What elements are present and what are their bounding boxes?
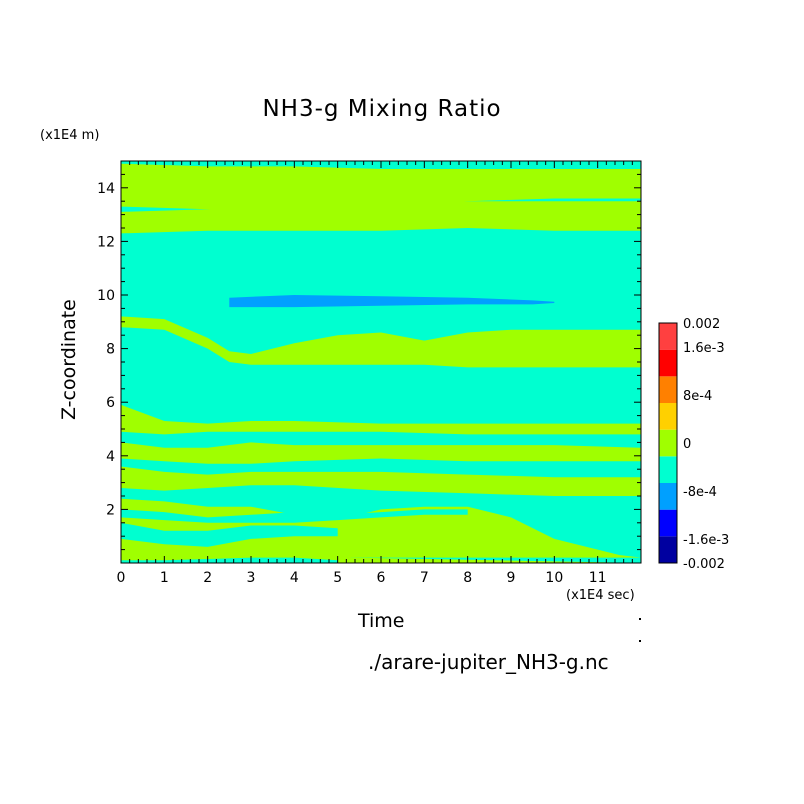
- x-tick-label: 1: [160, 570, 169, 586]
- x-tick-label: 10: [545, 570, 563, 586]
- positive-band-4: [121, 442, 641, 464]
- colorbar-segment: [659, 323, 677, 350]
- y-tick-label: 8: [106, 342, 115, 358]
- x-tick-label: 9: [507, 570, 516, 586]
- dot-mark: [639, 618, 641, 620]
- colorbar-border: [658, 322, 678, 564]
- dot-mark: [639, 640, 641, 642]
- x-axis-label: Time: [358, 610, 405, 632]
- y-tick-label: 4: [106, 449, 115, 465]
- y-tick-label: 14: [97, 181, 115, 197]
- y-axis-unit: (x1E4 m): [40, 128, 100, 143]
- x-tick-label: 0: [117, 570, 126, 586]
- positive-band-3: [121, 404, 641, 435]
- x-tick-label: 7: [420, 570, 429, 586]
- x-tick-label: 6: [377, 570, 386, 586]
- x-axis-unit: (x1E4 sec): [566, 588, 635, 603]
- y-tick-label: 6: [106, 395, 115, 411]
- colorbar-label: 8e-4: [683, 389, 712, 404]
- colorbar-label: 0.002: [683, 317, 720, 332]
- colorbar-segment: [659, 483, 677, 510]
- y-tick-label: 12: [97, 234, 115, 250]
- small-marks: [639, 618, 641, 642]
- colorbar-segment: [659, 429, 677, 457]
- colorbar-segment: [659, 536, 677, 563]
- y-tick-label: 2: [106, 502, 115, 518]
- positive-band-2: [121, 316, 641, 368]
- contour-field: [121, 161, 641, 563]
- zero-band-0: [121, 522, 338, 547]
- colorbar-segment: [659, 403, 677, 430]
- colorbar-segment: [659, 349, 677, 377]
- positive-band-5: [121, 466, 641, 496]
- colorbar: -0.002 -1.6e-3 -8e-4 0 8e-4 1.6e-3 0.002: [658, 317, 729, 572]
- y-axis-ticks: 2 4 6 8 10 12 14: [97, 160, 641, 564]
- x-tick-label: 3: [247, 570, 256, 586]
- colorbar-label: -8e-4: [683, 485, 717, 500]
- colorbar-segment: [659, 509, 677, 537]
- colorbar-segment: [659, 376, 677, 403]
- y-tick-label: 10: [97, 288, 115, 304]
- source-file-label: ./arare-jupiter_NH3-g.nc: [368, 650, 609, 674]
- zero-band-2: [121, 509, 468, 523]
- zero-band-1: [121, 557, 338, 563]
- positive-band-0: [121, 163, 641, 215]
- x-tick-label: 2: [203, 570, 212, 586]
- colorbar-label: 1.6e-3: [683, 341, 725, 356]
- x-tick-label: 5: [333, 570, 342, 586]
- x-axis-ticks: 0 1 2 3 4 5 6 7 8 9 10 11: [117, 161, 633, 586]
- x-tick-label: 11: [589, 570, 607, 586]
- negative-region: [229, 295, 555, 308]
- x-tick-label: 4: [290, 570, 299, 586]
- colorbar-label: -1.6e-3: [683, 533, 729, 548]
- colorbar-segment: [659, 456, 677, 483]
- x-tick-label: 8: [463, 570, 472, 586]
- colorbar-label: 0: [683, 437, 691, 452]
- chart-title: NH3-g Mixing Ratio: [262, 96, 502, 122]
- colorbar-label: -0.002: [683, 557, 725, 572]
- positive-band-1: [121, 201, 641, 234]
